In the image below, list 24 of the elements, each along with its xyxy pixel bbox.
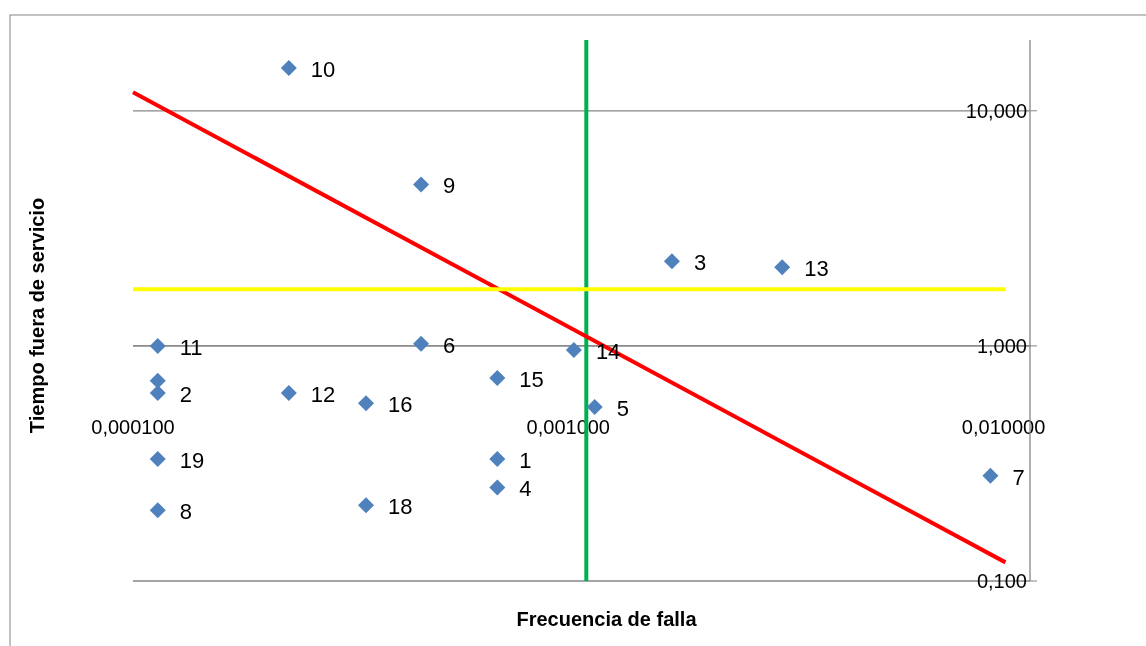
annotation: 2: [179, 382, 193, 408]
annotation: 13: [804, 256, 829, 282]
annotation: 18: [388, 494, 413, 520]
annotation: 9: [443, 173, 456, 199]
annotation: 7: [1012, 464, 1025, 490]
annotation: 4: [519, 476, 532, 502]
annotation: 12: [310, 382, 336, 408]
annotation: 3: [693, 250, 707, 276]
annotation: 8: [179, 499, 193, 525]
annotation: 5: [616, 395, 629, 421]
annotation: 16: [388, 392, 413, 418]
x-tick-label: 0,010000: [961, 415, 1046, 438]
y-tick-label: 1,000: [976, 334, 1027, 357]
x-axis-title: Frecuencia de falla: [516, 608, 698, 630]
annotation: 15: [519, 367, 544, 393]
y-tick-label: 10,000: [965, 99, 1027, 122]
x-tick-label: 0,000100: [91, 415, 175, 438]
annotation: 1: [519, 448, 532, 474]
annotation: 11: [179, 334, 203, 360]
y-axis-title: Tiempo fuera de servicio: [26, 197, 48, 434]
y-tick-label: 0,100: [976, 570, 1027, 592]
annotation: 19: [179, 448, 205, 474]
annotation: 10: [310, 57, 336, 83]
annotation: 6: [443, 332, 456, 358]
